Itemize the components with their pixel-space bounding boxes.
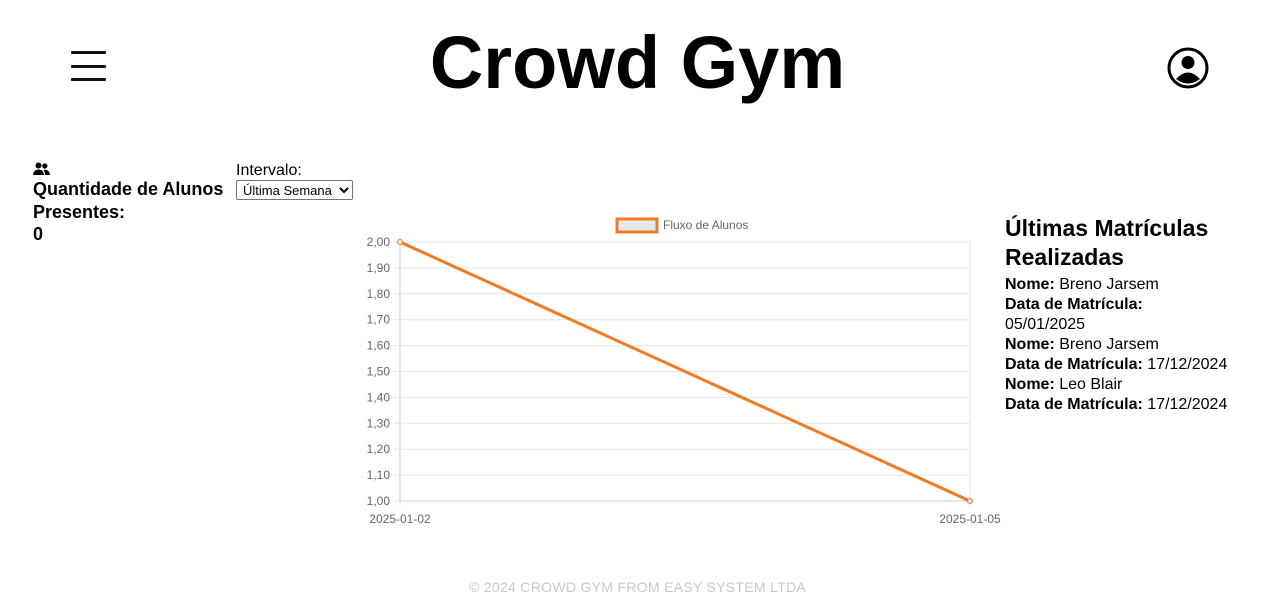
student-flow-chart: 2,00 1,90 1,80 1,70 1,60 1,50 1,40 1,30 1,20 1,10… (367, 217, 1001, 526)
enrollment-name-row: Nome: Breno Jarsem (1005, 335, 1270, 355)
data-point (397, 239, 403, 245)
x-tick-label: 2025-01-02 (369, 512, 431, 526)
y-tick-label: 1,10 (367, 468, 391, 482)
students-present-count: 0 (33, 224, 44, 244)
students-present-panel: Quantidade de Alunos Presentes: 0 (33, 162, 238, 244)
y-tick-label: 1,30 (367, 416, 391, 430)
enrollment-name-row: Nome: Breno Jarsem (1005, 275, 1270, 295)
x-tick-label: 2025-01-05 (939, 512, 1001, 526)
name-label: Nome: (1005, 376, 1055, 393)
date-label: Data de Matrícula: (1005, 356, 1143, 373)
y-tick-label: 1,00 (367, 494, 391, 508)
series-line (399, 240, 971, 503)
enrollment-date: 17/12/2024 (1147, 396, 1228, 413)
latest-enrollments-panel: Últimas Matrículas Realizadas Nome: Bren… (1005, 214, 1270, 415)
name-label: Nome: (1005, 336, 1055, 353)
interval-control: Intervalo: Última Semana (236, 161, 353, 200)
latest-enrollments-title: Últimas Matrículas Realizadas (1005, 215, 1209, 270)
enrollment-name: Breno Jarsem (1059, 276, 1159, 293)
footer-copyright: © 2024 CROWD GYM FROM EASY SYSTEM LTDA (468, 579, 807, 595)
data-point (967, 498, 973, 504)
students-present-label: Quantidade de Alunos Presentes: (33, 179, 224, 222)
y-tick-label: 1,50 (367, 365, 391, 379)
y-tick-label: 1,70 (367, 313, 391, 327)
enrollment-date: 17/12/2024 (1147, 356, 1228, 373)
enrollment-date-row: Data de Matrícula: 17/12/2024 (1005, 395, 1270, 415)
y-tick-label: 1,80 (367, 287, 391, 301)
date-label: Data de Matrícula: (1005, 396, 1143, 413)
enrollment-name: Leo Blair (1059, 376, 1123, 393)
y-tick-label: 1,40 (367, 390, 391, 404)
enrollment-date-row: Data de Matrícula: 17/12/2024 (1005, 355, 1270, 375)
enrollment-date-row: Data de Matrícula: 05/01/2025 (1005, 295, 1165, 335)
interval-select[interactable]: Última Semana (236, 180, 353, 200)
interval-label: Intervalo: (236, 162, 302, 179)
date-label: Data de Matrícula: (1005, 296, 1143, 313)
hamburger-menu-icon[interactable] (70, 51, 108, 83)
legend-swatch (615, 217, 659, 234)
y-tick-label: 1,20 (367, 442, 391, 456)
y-tick-label: 1,60 (367, 339, 391, 353)
page-title: Crowd Gym (429, 21, 846, 104)
y-tick-label: 1,90 (367, 261, 391, 275)
user-circle-icon[interactable] (1166, 46, 1210, 90)
y-tick-label: 2,00 (367, 235, 391, 249)
users-icon (33, 162, 50, 175)
name-label: Nome: (1005, 276, 1055, 293)
enrollment-name: Breno Jarsem (1059, 336, 1159, 353)
enrollment-name-row: Nome: Leo Blair (1005, 375, 1270, 395)
enrollment-date: 05/01/2025 (1005, 316, 1086, 333)
legend-label: Fluxo de Alunos (663, 218, 748, 232)
